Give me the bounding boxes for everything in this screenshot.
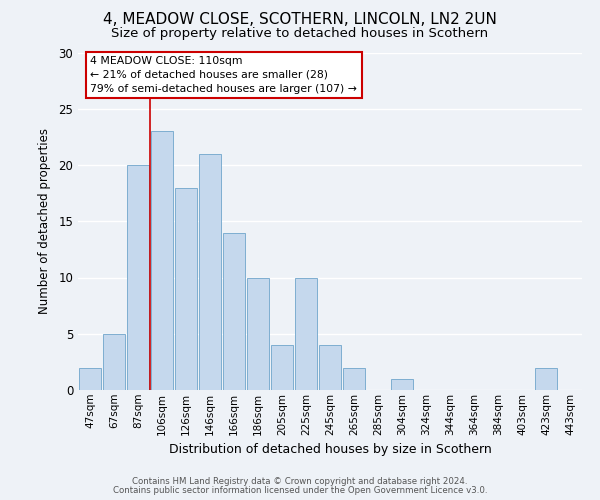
Bar xyxy=(535,368,557,390)
Bar xyxy=(271,345,293,390)
Bar xyxy=(79,368,101,390)
X-axis label: Distribution of detached houses by size in Scothern: Distribution of detached houses by size … xyxy=(169,443,491,456)
Bar xyxy=(391,379,413,390)
Text: 4, MEADOW CLOSE, SCOTHERN, LINCOLN, LN2 2UN: 4, MEADOW CLOSE, SCOTHERN, LINCOLN, LN2 … xyxy=(103,12,497,28)
Bar xyxy=(151,131,173,390)
Bar xyxy=(319,345,341,390)
Bar xyxy=(199,154,221,390)
Bar xyxy=(295,278,317,390)
Bar xyxy=(247,278,269,390)
Text: 4 MEADOW CLOSE: 110sqm
← 21% of detached houses are smaller (28)
79% of semi-det: 4 MEADOW CLOSE: 110sqm ← 21% of detached… xyxy=(91,56,358,94)
Bar xyxy=(175,188,197,390)
Text: Size of property relative to detached houses in Scothern: Size of property relative to detached ho… xyxy=(112,28,488,40)
Bar xyxy=(103,334,125,390)
Bar xyxy=(223,232,245,390)
Text: Contains public sector information licensed under the Open Government Licence v3: Contains public sector information licen… xyxy=(113,486,487,495)
Text: Contains HM Land Registry data © Crown copyright and database right 2024.: Contains HM Land Registry data © Crown c… xyxy=(132,477,468,486)
Bar xyxy=(343,368,365,390)
Y-axis label: Number of detached properties: Number of detached properties xyxy=(38,128,52,314)
Bar xyxy=(127,165,149,390)
